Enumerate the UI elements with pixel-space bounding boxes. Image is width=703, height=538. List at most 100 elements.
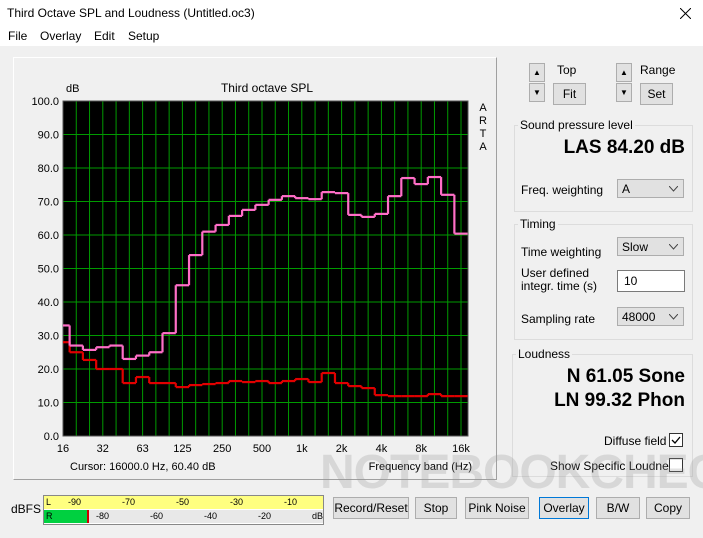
chart: dB Third octave SPL Cursor: 16000.0 Hz, … (31, 81, 487, 473)
chevron (669, 314, 678, 320)
meter-peak (87, 510, 89, 523)
watermark: NOTEBOOKCHECK (320, 446, 703, 499)
meter-scale: -20 (258, 511, 272, 521)
x-tick-label: 250 (213, 443, 231, 455)
y-tick-label: 60.0 (38, 230, 59, 242)
checkbox-label: Show Specific Loudness (550, 459, 681, 473)
group-caption: Loudness (516, 347, 573, 361)
diffuse-checkbox[interactable] (669, 433, 683, 447)
check (671, 436, 681, 444)
meter-scale: -90 (68, 497, 82, 507)
y-tick-label: 90.0 (38, 130, 59, 142)
weighting-select[interactable]: A (617, 179, 684, 198)
meter-right-row (44, 510, 323, 523)
y-tick-label: 20.0 (38, 364, 59, 376)
menu-bar (0, 26, 703, 46)
x-axis-label: Frequency band (Hz) (369, 461, 472, 473)
menu-item[interactable]: Overlay (40, 29, 82, 43)
x-tick-label: 63 (136, 443, 148, 455)
x-tick-label: 2k (336, 443, 348, 455)
x-tick-label: 32 (97, 443, 109, 455)
group-caption: Sound pressure level (518, 118, 635, 132)
button[interactable]: Record/Reset (333, 497, 409, 519)
menu-item[interactable]: Setup (128, 29, 160, 43)
field-label: User defined integr. time (s) (521, 266, 598, 293)
meter-scale: -50 (176, 497, 190, 507)
loudness-ln: LN 99.32 Phon (554, 390, 685, 411)
meter-scale: -60 (150, 511, 164, 521)
meter-scale: -10 (284, 497, 298, 507)
close-button[interactable] (680, 8, 691, 19)
sampling-select[interactable]: 48000 (617, 307, 684, 326)
menu-item[interactable]: Edit (94, 29, 115, 43)
x-tick-label: 125 (173, 443, 191, 455)
range-down[interactable]: ▼ (616, 83, 632, 102)
set-button[interactable]: Set (640, 83, 673, 105)
chevron (669, 186, 678, 192)
y-tick-label: 70.0 (38, 197, 59, 209)
meter-scale: dB (312, 511, 324, 521)
meter-label: dBFS (11, 502, 42, 516)
field-label: Time weighting (521, 245, 602, 259)
loudness-n: N 61.05 Sone (566, 366, 685, 387)
button[interactable]: B/W (596, 497, 640, 519)
side-label-letter: A (479, 141, 487, 153)
meter-scale: -80 (96, 511, 110, 521)
button[interactable]: Overlay (539, 497, 589, 519)
menu-item[interactable]: File (8, 29, 28, 43)
button[interactable]: Stop (415, 497, 457, 519)
select-value: Slow (622, 240, 649, 254)
field-label: Sampling rate (521, 312, 596, 326)
y-tick-label: 80.0 (38, 163, 59, 175)
x-tick-label: 500 (253, 443, 271, 455)
range-label: Range (640, 63, 676, 77)
chart-title: Third octave SPL (221, 81, 313, 95)
y-tick-label: 0.0 (44, 431, 59, 443)
meter-channel: L (46, 497, 52, 507)
top-up[interactable]: ▲ (529, 63, 545, 82)
meter-left-row (44, 496, 323, 509)
select-value: 48000 (622, 310, 656, 324)
fit-button[interactable]: Fit (553, 83, 586, 105)
checkbox-label: Diffuse field (604, 434, 667, 448)
meter-scale: -70 (122, 497, 136, 507)
timing-group (514, 224, 693, 340)
x-tick-label: 8k (415, 443, 427, 455)
x-tick-label: 16 (57, 443, 69, 455)
side-label-letter: R (479, 115, 487, 127)
chart-frame (13, 57, 497, 480)
y-tick-label: 40.0 (38, 297, 59, 309)
range-up[interactable]: ▲ (616, 63, 632, 82)
plot-border (62, 100, 469, 437)
button[interactable]: Copy (646, 497, 690, 519)
y-axis-label: dB (66, 83, 79, 95)
side-label-letter: T (480, 128, 487, 140)
y-tick-label: 10.0 (38, 398, 59, 410)
button[interactable]: Pink Noise (465, 497, 529, 519)
top-label: Top (557, 63, 577, 77)
group-caption: Timing (518, 217, 558, 231)
title-bar (0, 0, 703, 26)
integration-input[interactable]: 10 (617, 270, 685, 292)
chevron (669, 244, 678, 250)
cursor-readout: Cursor: 16000.0 Hz, 60.40 dB (70, 461, 216, 473)
y-tick-label: 100.0 (31, 96, 59, 108)
window-title: Third Octave SPL and Loudness (Untitled.… (7, 6, 255, 20)
meter-scale: -30 (230, 497, 244, 507)
y-tick-label: 50.0 (38, 264, 59, 276)
specific-checkbox[interactable] (669, 458, 683, 472)
y-tick-label: 30.0 (38, 331, 59, 343)
time-weighting-select[interactable]: Slow (617, 237, 684, 256)
side-label-letter: A (479, 102, 487, 114)
x-tick-label: 1k (296, 443, 308, 455)
select-value: A (622, 182, 631, 196)
field-label: Freq. weighting (521, 183, 604, 197)
x-tick-label: 4k (376, 443, 388, 455)
top-down[interactable]: ▼ (529, 83, 545, 102)
spl-reading: LAS 84.20 dB (563, 137, 685, 158)
meter-right-level (44, 510, 87, 523)
meter-channel: R (46, 511, 53, 521)
x-tick-label: 16k (452, 443, 470, 455)
meter-scale: -40 (204, 511, 218, 521)
